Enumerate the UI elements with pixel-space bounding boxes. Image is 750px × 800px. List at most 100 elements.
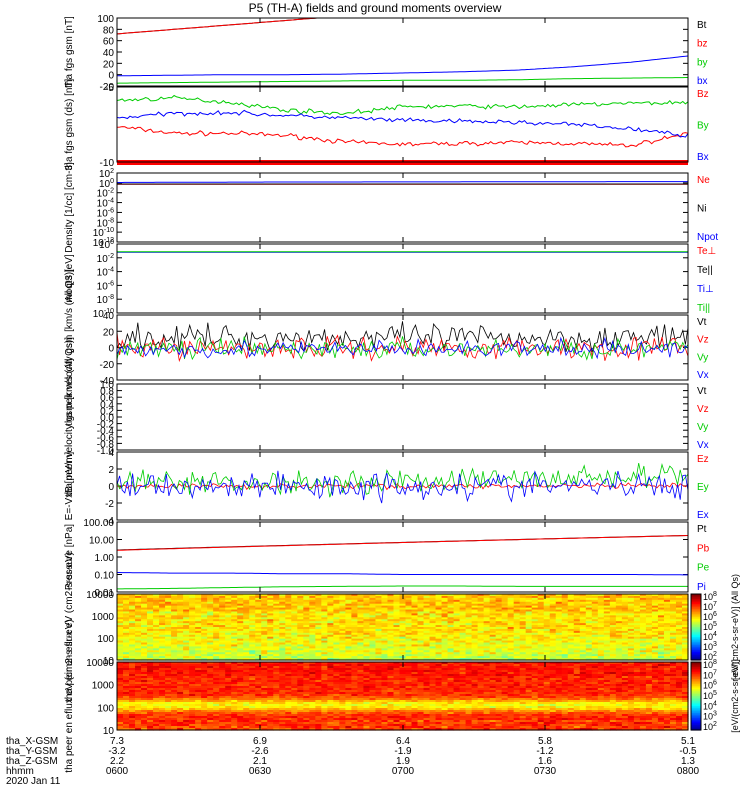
spectrogram-cell <box>459 617 467 620</box>
spectrogram-cell <box>333 595 340 599</box>
spectrogram-cell <box>195 700 202 703</box>
spectrogram-cell <box>327 698 334 701</box>
spectrogram-cell <box>351 694 359 697</box>
spectrogram-cell <box>633 646 641 649</box>
spectrogram-cell <box>177 704 184 707</box>
spectrogram-cell <box>447 638 455 642</box>
spectrogram-cell <box>591 627 599 630</box>
spectrogram-cell <box>267 716 274 719</box>
spectrogram-cell <box>513 603 521 607</box>
spectrogram-cell <box>387 611 395 615</box>
spectrogram-cell <box>537 623 545 626</box>
spectrogram-cell <box>465 644 473 648</box>
spectrogram-cell <box>345 656 353 659</box>
spectrogram-cell <box>351 670 359 673</box>
spectrogram-cell <box>273 688 280 691</box>
spectrogram-cell <box>357 605 365 609</box>
spectrogram-cell <box>525 656 533 659</box>
spectrogram-cell <box>267 632 274 636</box>
spectrogram-cell <box>321 728 328 731</box>
spectrogram-cell <box>465 658 473 661</box>
spectrogram-cell <box>159 625 166 628</box>
spectrogram-cell <box>327 670 334 673</box>
spectrogram-cell <box>285 623 292 626</box>
series-Bx-line <box>116 109 689 138</box>
spectrogram-cell <box>207 623 214 626</box>
spectrogram-cell <box>501 638 509 642</box>
spectrogram-cell <box>195 648 202 651</box>
spectrogram-cell <box>363 642 371 646</box>
spectrogram-cell <box>399 644 407 648</box>
spectrogram-cell <box>171 664 178 667</box>
spectrogram-cell <box>423 607 431 611</box>
spectrogram-cell <box>237 652 244 655</box>
spectrogram-cell <box>183 698 190 701</box>
spectrogram-cell <box>525 638 533 642</box>
spectrogram-cell <box>573 599 581 603</box>
spectrogram-cell <box>177 718 184 721</box>
spectrogram-cell <box>117 686 124 689</box>
spectrogram-cell <box>207 702 214 705</box>
spectrogram-cell <box>135 603 142 607</box>
spectrogram-cell <box>237 720 244 723</box>
spectrogram-cell <box>357 656 365 659</box>
spectrogram-cell <box>501 607 509 611</box>
spectrogram-cell <box>435 652 443 655</box>
spectrogram-cell <box>177 692 184 695</box>
spectrogram-cell <box>675 640 683 644</box>
spectrogram-cell <box>555 630 563 634</box>
spectrogram-cell <box>177 621 184 624</box>
spectrogram-cell <box>279 646 286 649</box>
colorbar-segment <box>691 656 701 659</box>
spectrogram-cell <box>261 656 268 659</box>
spectrogram-cell <box>165 686 172 689</box>
spectrogram-cell <box>153 708 160 711</box>
spectrogram-cell <box>303 613 310 616</box>
spectrogram-cell <box>261 666 268 669</box>
spectrogram-cell <box>441 627 449 630</box>
spectrogram-cell <box>561 646 569 649</box>
spectrogram-cell <box>207 595 214 599</box>
spectrogram-cell <box>201 680 208 683</box>
spectrogram-cell <box>165 611 172 615</box>
spectrogram-cell <box>321 708 328 711</box>
spectrogram-cell <box>561 611 569 615</box>
spectrogram-cell <box>609 613 617 616</box>
spectrogram-cell <box>183 617 190 620</box>
spectrogram-cell <box>171 627 178 630</box>
spectrogram-cell <box>651 648 659 651</box>
spectrogram-cell <box>357 650 365 653</box>
spectrogram-cell <box>267 611 274 615</box>
spectrogram-cell <box>327 664 334 667</box>
spectrogram-cell <box>333 708 340 711</box>
spectrogram-cell <box>243 632 250 636</box>
spectrogram-cell <box>243 615 250 618</box>
spectrogram-cell <box>663 613 671 616</box>
spectrogram-cell <box>447 619 455 622</box>
spectrogram-cell <box>177 654 184 657</box>
spectrogram-cell <box>231 636 238 640</box>
spectrogram-cell <box>663 601 671 605</box>
spectrogram-cell <box>453 623 461 626</box>
spectrogram-cell <box>555 599 563 603</box>
spectrogram-cell <box>315 632 322 636</box>
spectrogram-cell <box>357 615 365 618</box>
spectrogram-cell <box>183 603 190 607</box>
spectrogram-cell <box>117 632 124 636</box>
spectrogram-cell <box>171 678 178 681</box>
spectrogram-cell <box>645 607 653 611</box>
spectrogram-cell <box>261 636 268 640</box>
spectrogram-cell <box>327 621 334 624</box>
spectrogram-cell <box>189 698 196 701</box>
spectrogram-cell <box>159 617 166 620</box>
spectrogram-cell <box>609 611 617 615</box>
spectrogram-cell <box>363 625 371 628</box>
spectrogram-cell <box>495 646 503 649</box>
spectrogram-cell <box>417 597 425 601</box>
spectrogram-cell <box>189 628 196 632</box>
spectrogram-cell <box>249 613 256 616</box>
spectrogram-cell <box>417 654 425 657</box>
spectrogram-cell <box>243 712 250 715</box>
spectrogram-cell <box>381 623 389 626</box>
spectrogram-cell <box>123 692 130 695</box>
